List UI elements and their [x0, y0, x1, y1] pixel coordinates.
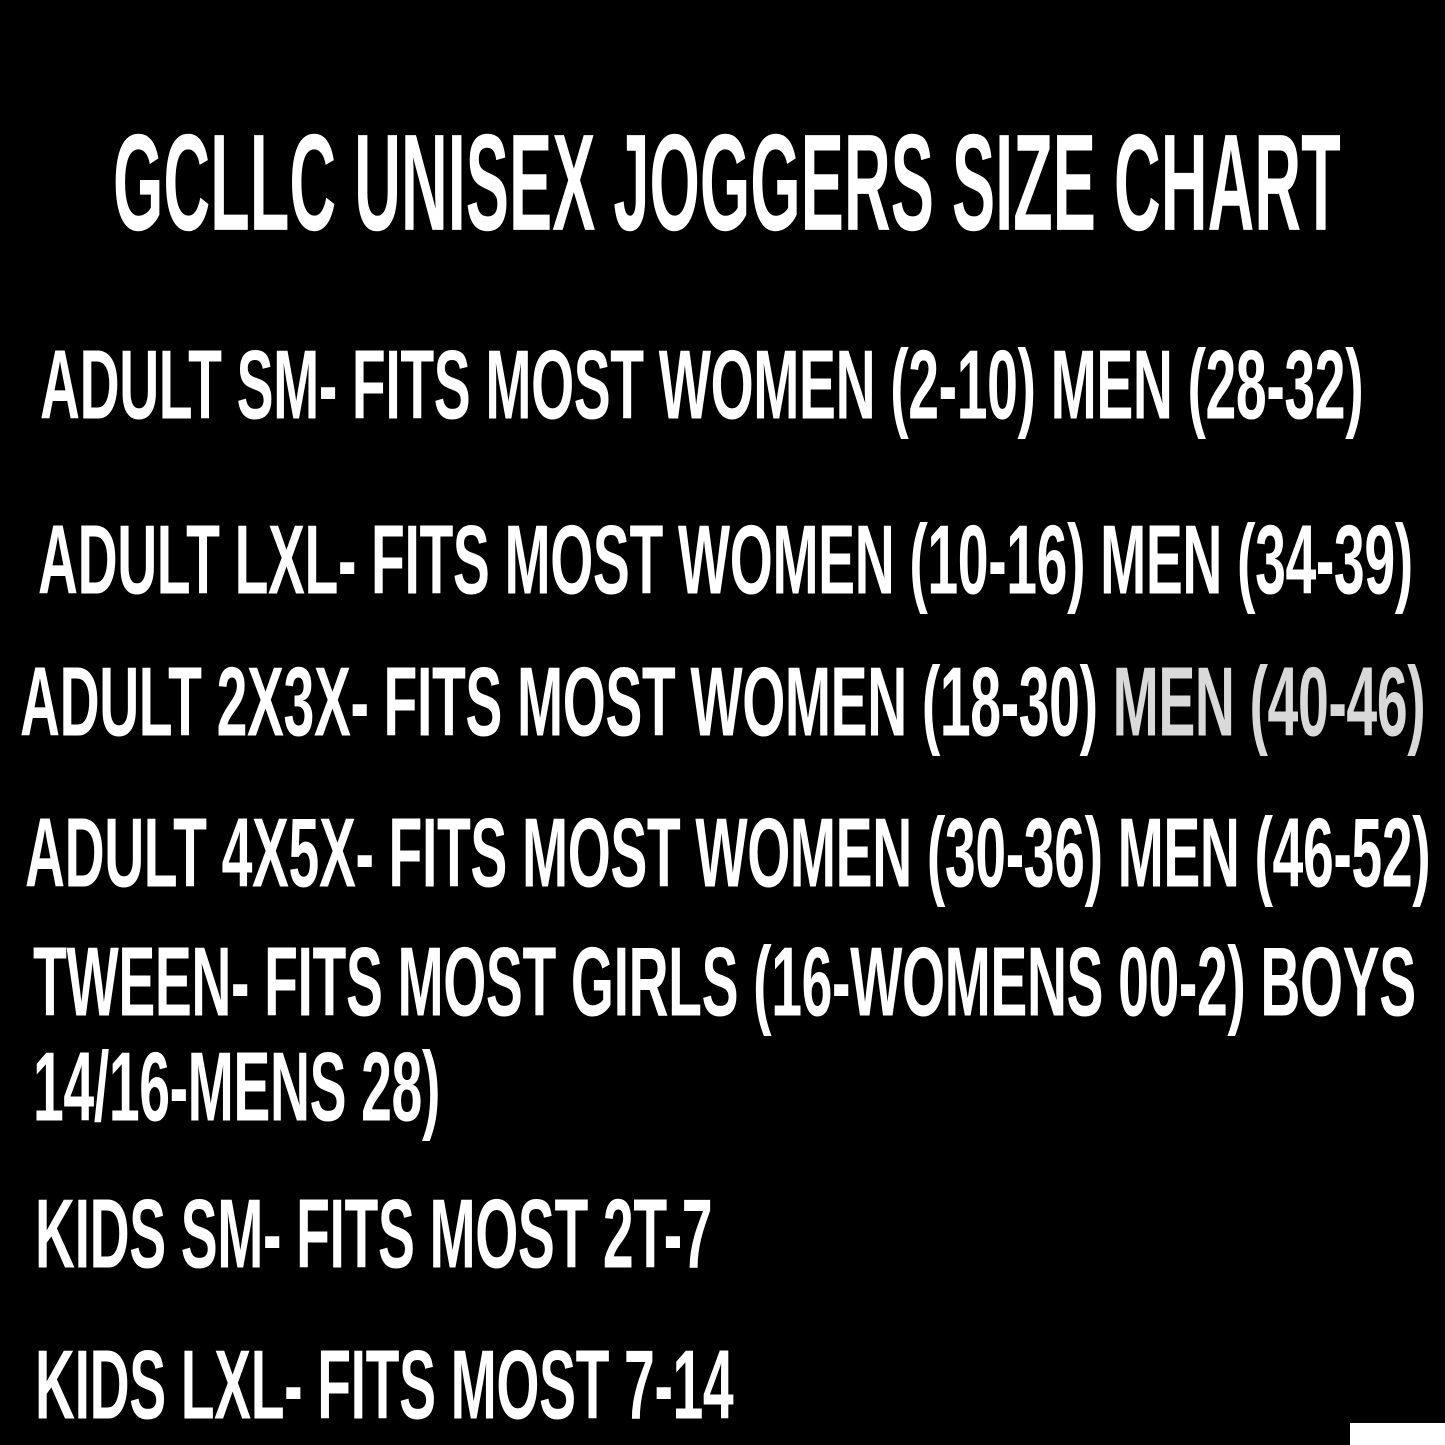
- size-line-kids-sm: KIDS SM- FITS MOST 2T-7: [35, 1180, 713, 1290]
- size-line-adult-2x3x-faded: MEN (40-46): [1097, 648, 1426, 758]
- size-line-tween: TWEEN- FITS MOST GIRLS (16-WOMENS 00-2) …: [33, 928, 1416, 1038]
- size-line-adult-2x3x: ADULT 2X3X- FITS MOST WOMEN (18-30) MEN …: [20, 654, 1426, 752]
- size-line-adult-sm: ADULT SM- FITS MOST WOMEN (2-10) MEN (28…: [40, 331, 1364, 441]
- size-line-adult-lxl: ADULT LXL- FITS MOST WOMEN (10-16) MEN (…: [38, 506, 1413, 616]
- chart-title: GCLLC UNISEX JOGGERS SIZE CHART: [113, 107, 1341, 261]
- size-line-kids-lxl: KIDS LXL- FITS MOST 7-14: [35, 1331, 734, 1441]
- size-line-adult-4x5x: ADULT 4X5X- FITS MOST WOMEN (30-36) MEN …: [25, 799, 1431, 909]
- white-corner-artifact: [1350, 1423, 1445, 1445]
- size-line-tween-continued: 14/16-MENS 28): [33, 1033, 441, 1143]
- size-line-adult-2x3x-main: ADULT 2X3X- FITS MOST WOMEN (18-30): [20, 648, 1098, 758]
